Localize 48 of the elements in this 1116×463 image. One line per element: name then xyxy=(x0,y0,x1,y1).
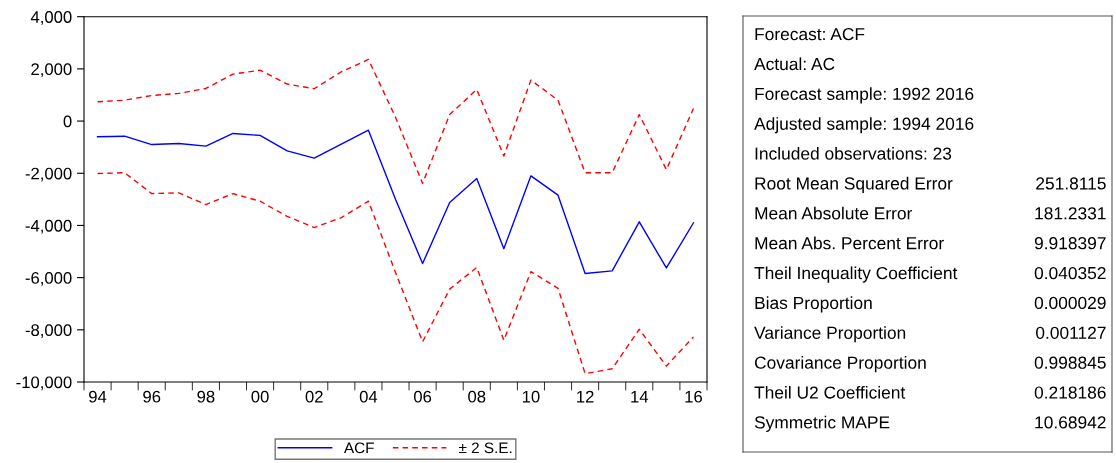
line-series xyxy=(96,58,695,185)
category-label: Covariance Proportion xyxy=(754,356,926,373)
y-tick-label: 0 xyxy=(63,115,72,128)
x-tick-label: 12 xyxy=(577,390,594,403)
x-tick-label: 94 xyxy=(89,390,107,403)
x-tick-label: 00 xyxy=(251,390,269,403)
category-label: Symmetric MAPE xyxy=(754,415,890,432)
y-tick-label: -6,000 xyxy=(25,272,72,286)
x-tick-label: 04 xyxy=(359,390,378,403)
line-series xyxy=(96,172,695,375)
category-label: Adjusted sample: 1994 2016 xyxy=(754,117,974,134)
category-label: Included observations: 23 xyxy=(755,146,952,160)
category-label: Bias Proportion xyxy=(755,296,872,313)
x-tick-label: 08 xyxy=(468,390,486,403)
y-tick-label: -2,000 xyxy=(25,167,72,182)
category-label: Theil Inequality Coefficient xyxy=(754,266,958,283)
category-label: Actual: AC xyxy=(754,57,835,71)
category-label: Root Mean Squared Error xyxy=(755,176,953,194)
category-label: Variance Proportion xyxy=(754,326,906,343)
line-series xyxy=(96,129,695,275)
category-label: Mean Absolute Error xyxy=(755,206,913,220)
text: 0.001127 xyxy=(1036,326,1106,339)
legend-label: ACF xyxy=(343,442,374,454)
text: 0.218186 xyxy=(1034,386,1106,399)
y-tick-label: 2,000 xyxy=(31,63,72,78)
x-tick-label: 02 xyxy=(305,390,323,403)
x-tick-label: 16 xyxy=(685,390,702,403)
x-tick-label: 98 xyxy=(197,390,215,403)
legend-label: ± 2 S.E. xyxy=(459,442,512,454)
x-tick-label: 14 xyxy=(631,390,649,403)
y-tick-label: -10,000 xyxy=(16,376,72,391)
y-tick-label: -4,000 xyxy=(25,219,72,234)
category-label: Mean Abs. Percent Error xyxy=(755,236,944,250)
category-label: Forecast: ACF xyxy=(755,27,865,41)
category-label: Forecast sample: 1992 2016 xyxy=(755,87,974,104)
text: 251.8115 xyxy=(1036,177,1106,190)
text: 181.2331 xyxy=(1035,207,1106,220)
category-label: Theil U2 Coefficient xyxy=(754,385,906,399)
text: 0.998845 xyxy=(1034,356,1106,369)
y-tick-label: 4,000 xyxy=(30,11,72,25)
text: 0.000029 xyxy=(1034,296,1106,310)
text: 10.68942 xyxy=(1035,416,1106,429)
x-tick-label: 10 xyxy=(522,390,540,403)
text: 0.040352 xyxy=(1034,266,1106,280)
text: 9.918397 xyxy=(1034,237,1106,250)
x-tick-label: 06 xyxy=(413,390,432,403)
y-tick-label: -8,000 xyxy=(25,324,72,338)
x-tick-label: 96 xyxy=(143,390,161,403)
